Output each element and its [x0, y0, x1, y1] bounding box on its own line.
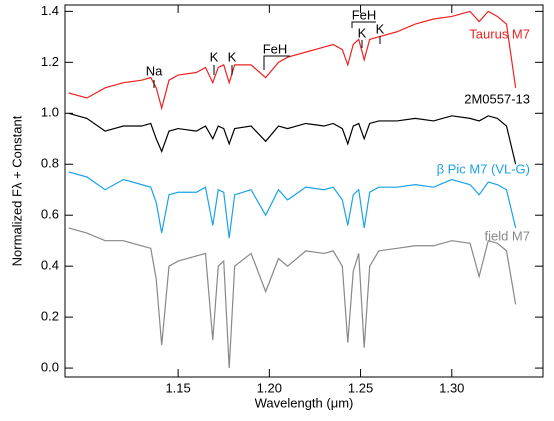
spectrum-line [68, 227, 517, 369]
y-tick-label: 0.6 [41, 207, 59, 222]
annotation-bracket [351, 21, 376, 28]
spectrum-line [68, 10, 517, 111]
y-tick-label: 1.0 [41, 105, 59, 120]
y-tick-label: 0.0 [41, 360, 59, 375]
x-tick-label: 1.20 [257, 380, 282, 395]
series-label: β Pic M7 (VL-G) [437, 161, 530, 176]
line-annotation: FeH [263, 41, 288, 56]
line-annotation: Na [146, 63, 163, 78]
spectrum-line [68, 112, 517, 165]
x-tick-label: 1.30 [439, 380, 464, 395]
y-tick-label: 0.2 [41, 309, 59, 324]
series-label: 2M0557-13 [464, 91, 530, 106]
series-label: field M7 [484, 228, 530, 243]
line-annotation: FeH [352, 7, 377, 22]
x-tick-label: 1.15 [165, 380, 190, 395]
series-label: Taurus M7 [469, 26, 530, 41]
spectrum-line [68, 171, 517, 239]
line-annotation: K [376, 21, 385, 36]
line-annotation: K [210, 49, 219, 64]
annotation-bracket [263, 55, 290, 70]
y-tick-label: 1.4 [41, 3, 59, 18]
plot-frame [64, 4, 544, 378]
y-tick-label: 1.2 [41, 54, 59, 69]
line-annotation: K [228, 49, 237, 64]
y-axis-label: Normalized Fλ + Constant [9, 115, 24, 266]
y-tick-label: 0.4 [41, 258, 59, 273]
line-annotation: K [358, 25, 367, 40]
y-tick-label: 0.8 [41, 156, 59, 171]
x-tick-label: 1.25 [348, 380, 373, 395]
x-axis-label: Wavelength (μm) [255, 395, 354, 410]
